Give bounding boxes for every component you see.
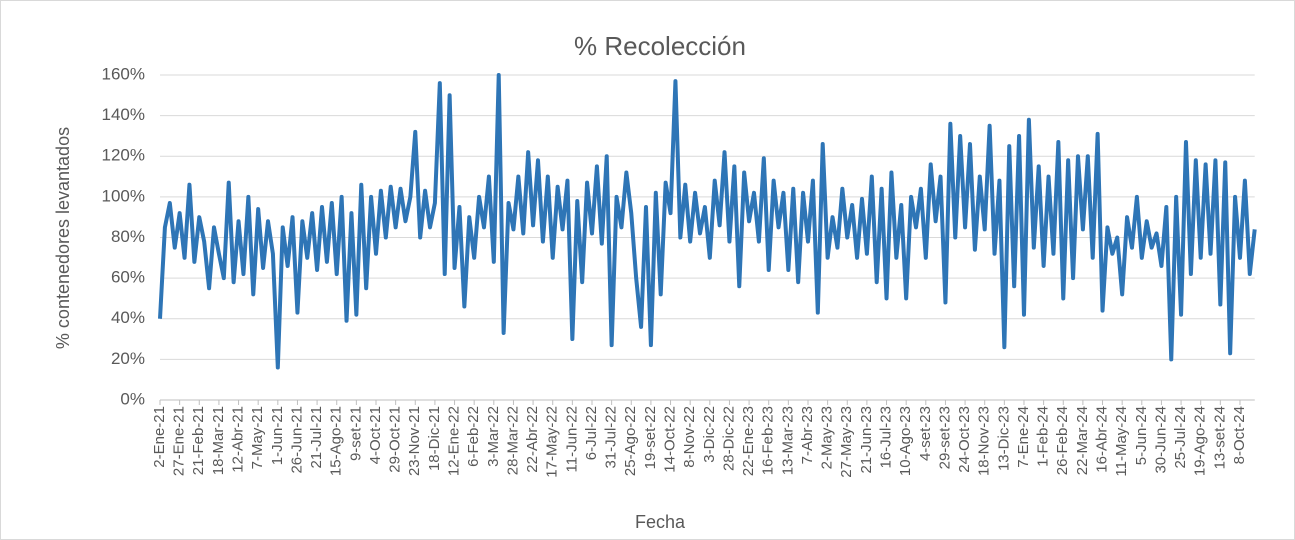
x-tick-label: 21-Jul-21 [308,406,325,469]
x-tick-label: 16-Abr-24 [1093,406,1110,473]
x-tick-label: 1-Jun-21 [269,406,286,465]
y-tick-label: 80% [111,227,145,246]
x-tick-label: 22-Mar-24 [1074,406,1091,475]
x-axis-title: Fecha [635,512,686,532]
x-tick-label: 23-Nov-21 [406,406,423,476]
x-tick-label: 19-Ago-24 [1192,406,1209,476]
x-tick-label: 27-Ene-21 [171,406,188,476]
x-tick-label: 8-Oct-24 [1231,406,1248,464]
x-tick-label: 28-Dic-22 [720,406,737,471]
x-tick-label: 12-Ene-22 [446,406,463,476]
x-tick-label: 1-Feb-24 [1035,406,1052,467]
x-tick-label: 11-Jun-22 [563,406,580,472]
y-tick-label: 60% [111,268,145,287]
x-tick-label: 14-Oct-22 [662,406,679,473]
x-tick-label: 10-Ago-23 [897,406,914,476]
x-tick-label: 17-May-22 [544,406,561,478]
x-tick-label: 16-Jul-23 [878,406,895,469]
x-tick-label: 19-set-22 [642,406,659,469]
x-tick-label: 18-Nov-23 [976,406,993,476]
x-tick-label: 25-Ago-22 [622,406,639,476]
y-tick-label: 120% [102,146,145,165]
y-tick-label: 160% [102,64,145,83]
x-tick-label: 24-Oct-23 [956,406,973,473]
y-axis-title: % contenedores levantados [53,127,73,349]
x-tick-label: 18-Mar-21 [210,406,227,475]
y-tick-label: 0% [120,389,145,408]
x-tick-label: 8-Nov-22 [681,406,698,468]
x-tick-label: 11-May-24 [1113,406,1130,477]
data-line [158,73,1257,370]
x-tick-label: 7-May-21 [249,406,266,469]
x-tick-label: 4-Oct-21 [367,406,384,464]
x-tick-label: 13-Dic-23 [995,406,1012,471]
x-tick-label: 9-set-21 [347,406,364,461]
y-tick-label: 100% [102,186,145,205]
x-tick-label: 3-Mar-22 [485,406,502,467]
x-tick-label: 6-Feb-22 [465,406,482,467]
x-tick-label: 18-Dic-21 [426,406,443,471]
y-tick-label: 20% [111,349,145,368]
x-tick-label: 30-Jun-24 [1152,406,1169,474]
x-tick-label: 27-May-23 [838,406,855,478]
x-tick-label: 22-Ene-23 [740,406,757,476]
x-tick-label: 15-Ago-21 [328,406,345,476]
y-tick-label: 140% [102,105,145,124]
chart-title: % Recolección [574,31,746,61]
x-tick-label: 13-Mar-23 [779,406,796,475]
x-tick-label: 25-Jul-24 [1172,406,1189,469]
x-tick-label: 6-Jul-22 [583,406,600,460]
x-tick-label: 28-Mar-22 [504,406,521,475]
x-tick-label: 21-Jun-23 [858,406,875,474]
x-tick-label: 3-Dic-22 [701,406,718,463]
x-tick-label: 26-Feb-24 [1054,406,1071,475]
x-tick-label: 26-Jun-21 [288,406,305,474]
x-tick-label: 21-Feb-21 [190,406,207,475]
x-tick-label: 7-Abr-23 [799,406,816,464]
y-tick-label: 40% [111,308,145,327]
x-tick-label: 12-Abr-21 [230,406,247,473]
x-tick-label: 29-Oct-21 [387,406,404,473]
x-tick-label: 13-set-24 [1211,406,1228,469]
x-tick-label: 2-Ene-21 [151,406,168,468]
x-tick-label: 7-Ene-24 [1015,406,1032,468]
x-tick-label: 16-Feb-23 [760,406,777,475]
x-tick-label: 2-May-23 [819,406,836,469]
x-tick-label: 22-Abr-22 [524,406,541,473]
x-tick-label: 31-Jul-22 [603,406,620,469]
x-tick-label: 5-Jun-24 [1133,406,1150,465]
x-tick-label: 29-set-23 [936,406,953,469]
x-tick-label: 4-set-23 [917,406,934,461]
